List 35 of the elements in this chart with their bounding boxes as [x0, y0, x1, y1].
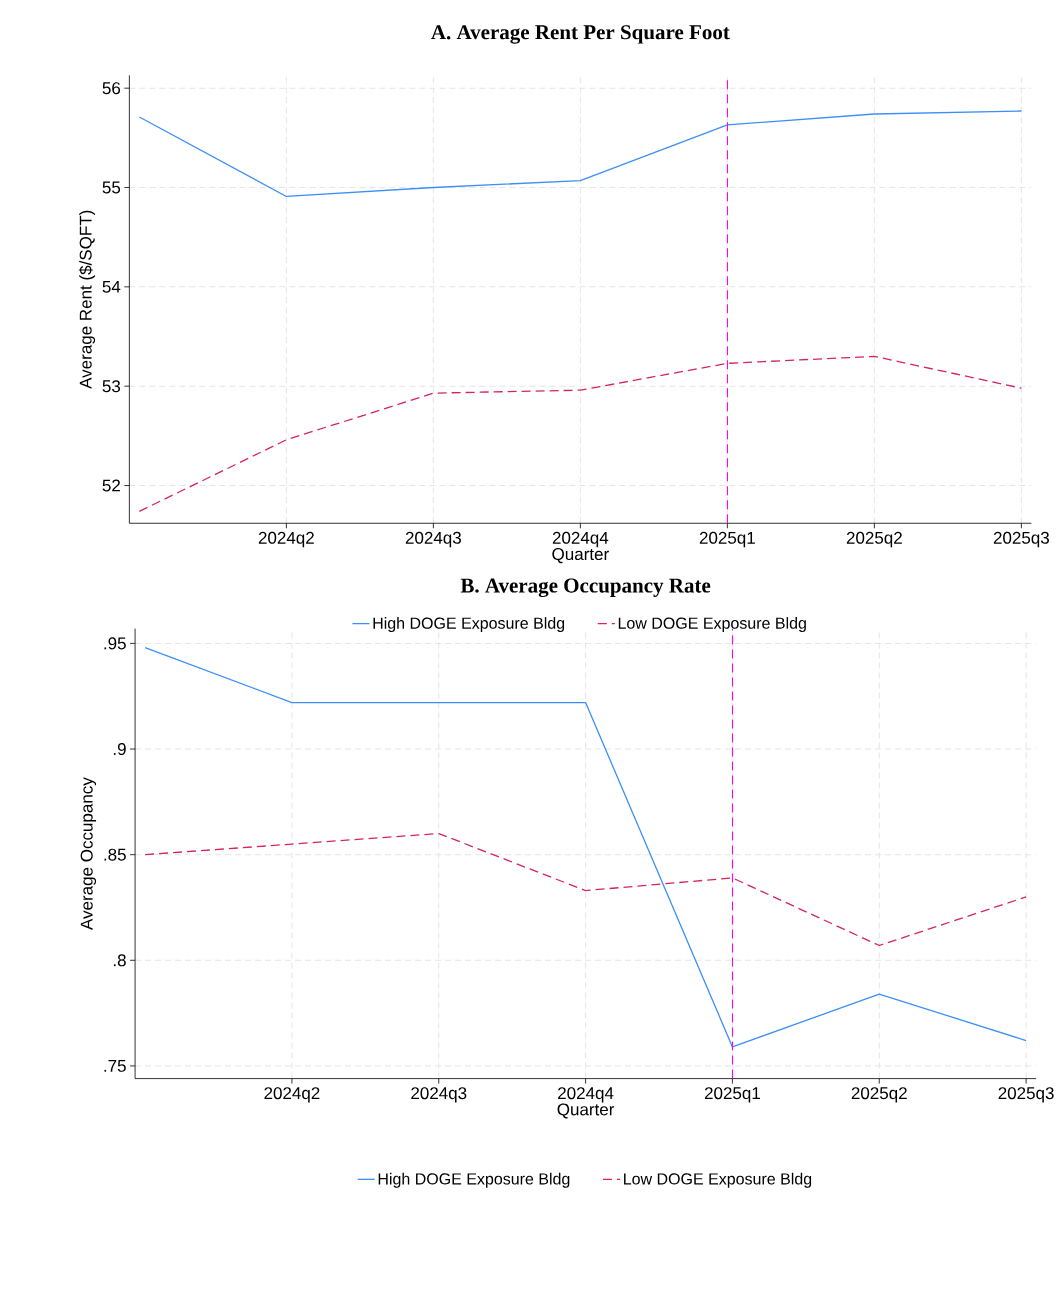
legend-label: Low DOGE Exposure Bldg — [618, 617, 806, 632]
x-tick-label: 2025q3 — [993, 531, 1050, 548]
y-tick-label: 54 — [102, 280, 121, 293]
line-series — [144, 832, 1027, 947]
x-tick-label: 2025q3 — [998, 1087, 1054, 1103]
line-series — [138, 110, 1023, 198]
legend-label: Low DOGE Exposure Bldg — [624, 1172, 812, 1188]
line-series — [138, 355, 1023, 512]
chart-title: A. Average Rent Per Square Foot — [431, 25, 730, 44]
y-axis-title: Average Occupancy — [80, 777, 97, 930]
y-axis-title: Average Rent ($/SQFT) — [79, 210, 96, 389]
y-tick-label: .75 — [104, 1059, 126, 1072]
x-tick-label: 2024q3 — [405, 531, 462, 548]
legend-label: High DOGE Exposure Bldg — [373, 617, 565, 632]
x-tick-label: 2024q4 — [552, 531, 609, 548]
chart-title: B. Average Occupancy Rate — [460, 578, 711, 598]
y-tick-label: .95 — [104, 637, 126, 650]
y-tick-label: .9 — [114, 743, 126, 756]
x-tick-label: 2024q2 — [264, 1087, 320, 1103]
y-tick-label: 52 — [102, 479, 121, 492]
x-tick-label: 2024q2 — [258, 531, 314, 548]
y-tick-label: 56 — [102, 82, 121, 95]
x-tick-label: 2024q4 — [558, 1087, 614, 1103]
y-tick-label: .85 — [104, 848, 126, 861]
x-axis-title: Quarter — [552, 548, 610, 564]
x-tick-label: 2025q2 — [846, 531, 902, 548]
legend-label: High DOGE Exposure Bldg — [378, 1172, 570, 1188]
x-tick-label: 2025q1 — [699, 531, 755, 548]
x-tick-label: 2025q2 — [851, 1087, 907, 1103]
x-tick-label: 2025q1 — [705, 1087, 761, 1103]
x-tick-label: 2024q3 — [411, 1087, 467, 1103]
y-tick-label: 53 — [102, 380, 121, 393]
y-tick-label: .8 — [114, 954, 126, 967]
x-axis-title: Quarter — [557, 1103, 615, 1119]
y-tick-label: 55 — [102, 181, 121, 194]
